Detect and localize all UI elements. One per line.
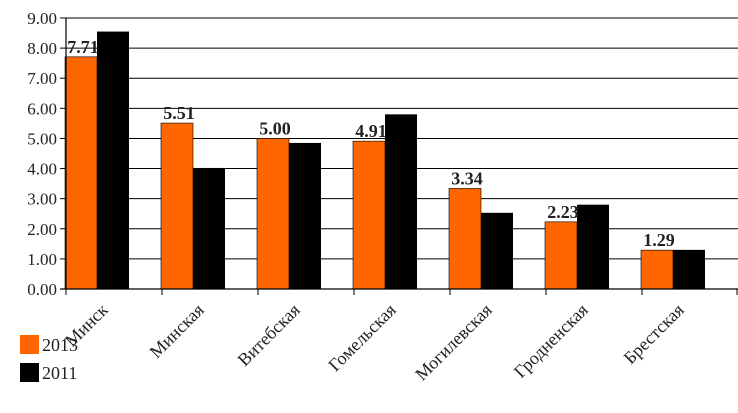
- legend-swatch-2011: [20, 363, 39, 382]
- data-label: 3.34: [451, 168, 483, 188]
- bar-2013: [160, 122, 194, 290]
- x-tick-label: Гродненская: [510, 300, 592, 382]
- y-tick-label: 2.00: [27, 220, 57, 239]
- x-tick-labels: Минск Минская Витебская Гомельская Могилевск…: [61, 300, 688, 385]
- y-tick-label: 4.00: [27, 160, 57, 179]
- bar-2011: [385, 114, 417, 289]
- legend-label: 2013: [42, 335, 78, 355]
- y-tick-label: 3.00: [27, 190, 57, 209]
- y-tick-label: 8.00: [27, 39, 57, 58]
- bar-2011: [481, 212, 513, 289]
- legend: 2013 2011: [20, 335, 78, 383]
- bar-2013: [352, 140, 386, 290]
- y-tick-label: 0.00: [27, 280, 57, 299]
- y-tick-label: 9.00: [27, 9, 57, 28]
- bar-2011: [193, 167, 225, 289]
- y-tick-labels: 0.00 1.00 2.00 3.00 4.00 5.00 6.00 7.00 8.00 9.00: [27, 9, 57, 299]
- y-tick-label: 6.00: [27, 99, 57, 118]
- bar-2011: [97, 31, 129, 290]
- data-label: 7.71: [67, 37, 99, 57]
- bar-2013: [544, 221, 578, 290]
- bar-2013: [448, 188, 482, 290]
- x-tick-label: Витебская: [234, 300, 304, 370]
- bar-2013: [64, 56, 98, 290]
- y-tick-label: 1.00: [27, 250, 57, 269]
- bars: [64, 31, 705, 290]
- bar-2013: [640, 249, 674, 290]
- x-tick-label: Минская: [146, 300, 208, 362]
- bar-2013: [256, 138, 290, 290]
- y-tick-label: 7.00: [27, 69, 57, 88]
- bar-2011: [289, 142, 321, 289]
- x-tick-label: Гомельская: [324, 300, 400, 376]
- bar-2011: [673, 249, 705, 289]
- data-labels: 7.71 5.51 5.00 4.91 3.34 2.23 1.29: [67, 37, 675, 250]
- data-label: 4.91: [355, 121, 387, 141]
- legend-label: 2011: [42, 363, 77, 383]
- x-tick-label: Брестская: [620, 300, 688, 368]
- axes: [60, 17, 738, 295]
- data-label: 1.29: [643, 230, 675, 250]
- y-tick-label: 5.00: [27, 129, 57, 148]
- data-label: 5.51: [163, 103, 195, 123]
- bar-2011: [577, 204, 609, 289]
- data-label: 5.00: [259, 118, 291, 138]
- legend-swatch-2013: [20, 335, 39, 354]
- x-tick-label: Могилевская: [411, 300, 496, 385]
- data-label: 2.23: [547, 202, 579, 222]
